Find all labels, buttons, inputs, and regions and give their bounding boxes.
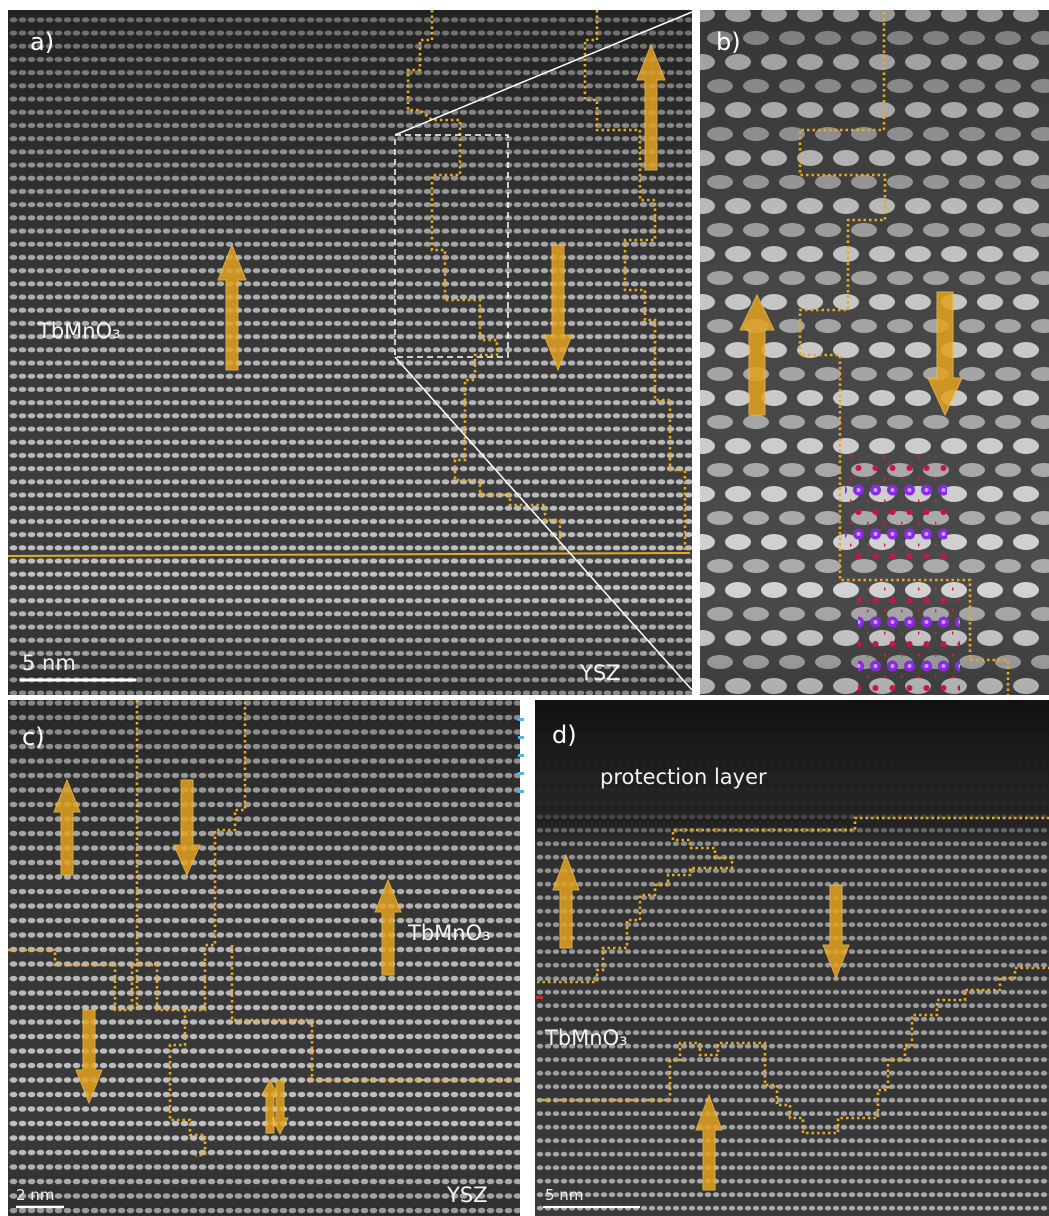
substrate-label: YSZ	[579, 661, 621, 685]
panel-label: d)	[552, 721, 577, 749]
panel-label: c)	[22, 723, 45, 751]
panel-c-shape	[8, 700, 520, 1216]
panel-c-shape-shape	[518, 772, 524, 775]
panel-c-shape-shape	[518, 790, 524, 793]
scale-bar-label: 5 nm	[22, 651, 76, 675]
panel-label: a)	[30, 28, 54, 56]
material-label: TbMnO₃	[544, 1026, 628, 1050]
material-label: TbMnO₃	[407, 921, 491, 945]
panel-c-shape-shape	[518, 754, 524, 757]
panel-a: a) TbMnO₃ 5 nm YSZ	[8, 10, 692, 695]
panel-c-shape-shape	[518, 736, 524, 739]
panel-b: b)	[700, 10, 1049, 695]
scale-bar-label: 5 nm	[545, 1186, 583, 1204]
panel-label: b)	[716, 28, 741, 56]
panel-a-shape	[8, 10, 692, 695]
panel-c: c) TbMnO₃ 2 nm YSZ	[8, 700, 524, 1216]
panel-d: d) protection layer TbMnO₃ 5 nm	[535, 700, 1049, 1216]
panel-b-shape	[845, 455, 947, 565]
material-label: TbMnO₃	[37, 319, 121, 343]
layer-label: protection layer	[600, 765, 767, 789]
substrate-label: YSZ	[446, 1183, 488, 1207]
panel-c-shape-shape	[518, 718, 524, 721]
panel-d-shape	[536, 996, 543, 999]
figure: a) TbMnO₃ 5 nm YSZ b) c) TbMnO₃ 2 nm YSZ	[0, 0, 1049, 1216]
scale-bar-label: 2 nm	[16, 1186, 54, 1204]
panel-b-shape	[858, 585, 960, 695]
